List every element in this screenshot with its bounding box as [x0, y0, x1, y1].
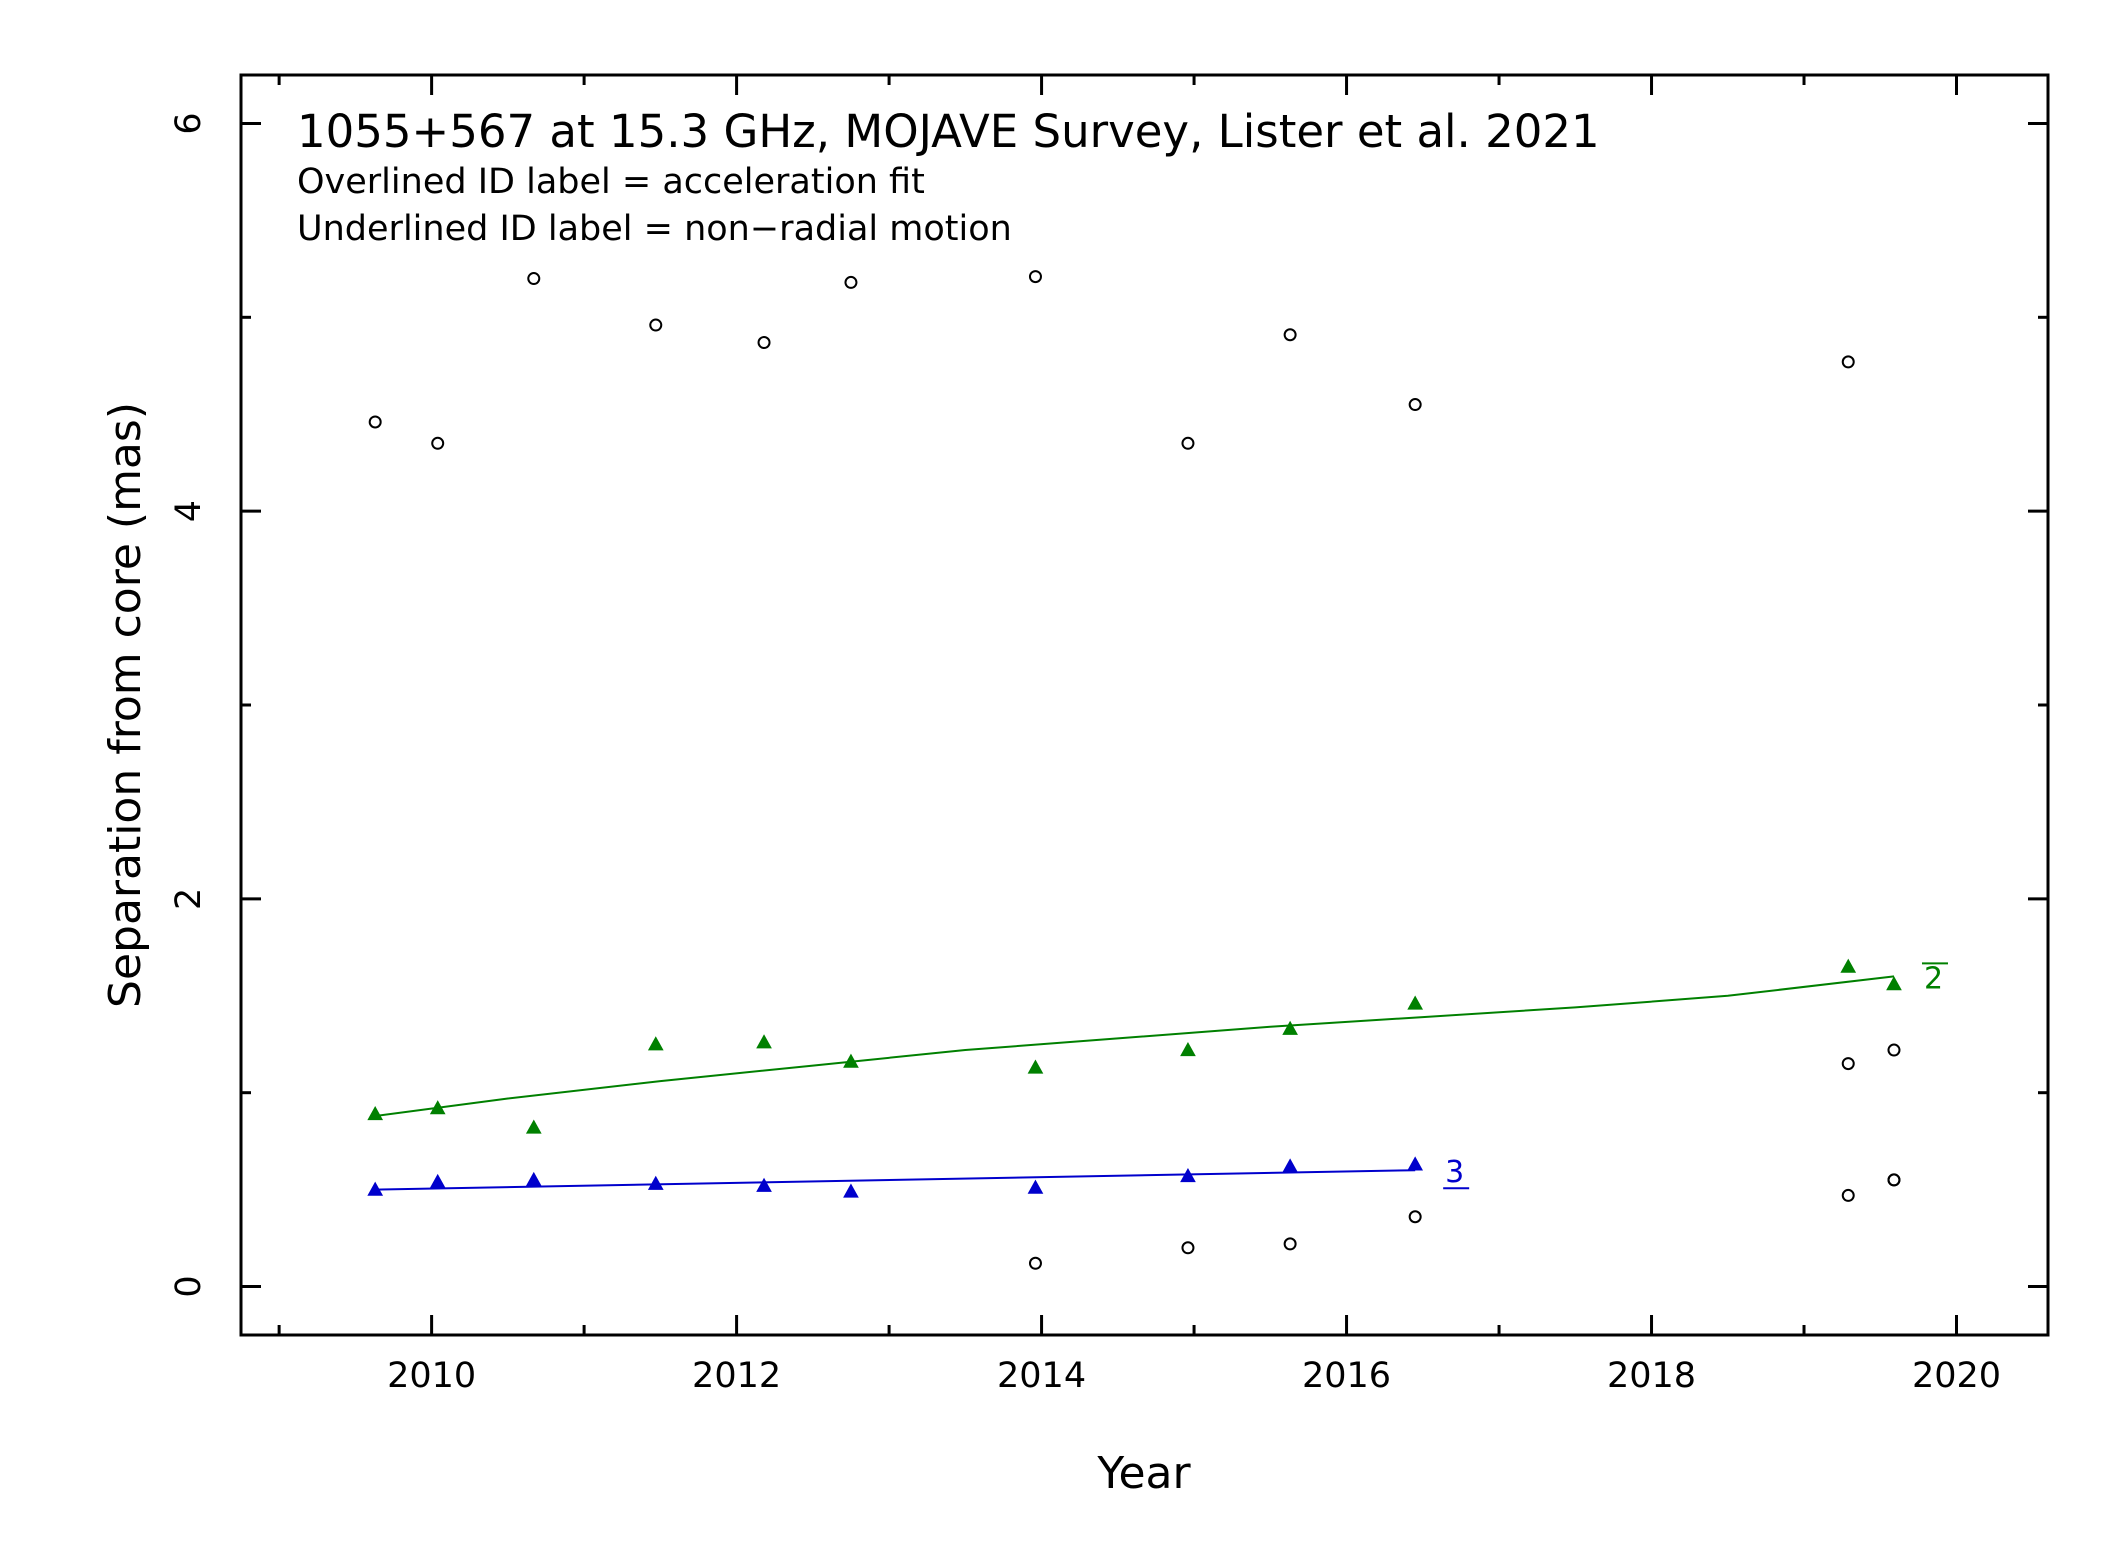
point-unidentified: [527, 272, 541, 286]
x-tick-label: 2010: [387, 1356, 476, 1396]
point-unidentified: [1841, 1188, 1855, 1202]
x-tick-label: 2014: [997, 1356, 1086, 1396]
y-axis-label: Separation from core (mas): [100, 402, 151, 1008]
point-component-2: [1180, 1042, 1196, 1057]
fit-line-component-3: [375, 1169, 1416, 1191]
x-tick-label: 2012: [692, 1356, 781, 1396]
point-component-3: [367, 1181, 384, 1196]
point-unidentified: [1181, 1241, 1195, 1255]
x-axis-label: Year: [1096, 1448, 1191, 1499]
y-tick-label: 0: [169, 1275, 209, 1297]
point-unidentified: [1841, 1057, 1855, 1071]
series-labels: 23: [1443, 961, 1948, 1190]
point-component-3: [1180, 1168, 1196, 1183]
point-unidentified: [368, 415, 382, 429]
point-component-2: [429, 1100, 446, 1115]
chart-note-nonradial: Underlined ID label = non−radial motion: [297, 209, 1012, 249]
point-component-3: [843, 1183, 859, 1198]
point-component-2: [367, 1105, 384, 1121]
point-unidentified: [1181, 436, 1195, 450]
point-unidentified: [649, 318, 663, 332]
axis-ticks: [241, 75, 2048, 1335]
point-unidentified: [1887, 1043, 1901, 1057]
point-unidentified: [1028, 1256, 1042, 1270]
point-component-2: [756, 1034, 772, 1049]
point-component-3: [429, 1173, 446, 1188]
point-component-3: [1407, 1156, 1424, 1171]
point-component-2: [1840, 958, 1857, 973]
point-component-2: [525, 1119, 542, 1134]
series-label-2: 2: [1924, 961, 1943, 996]
x-tick-label: 2018: [1607, 1356, 1696, 1396]
y-tick-label: 2: [169, 888, 209, 910]
point-unidentified: [1408, 1210, 1422, 1224]
point-component-3: [525, 1171, 542, 1187]
point-component-2: [647, 1036, 664, 1051]
point-unidentified: [1028, 270, 1042, 284]
point-component-3: [647, 1175, 664, 1190]
point-component-2: [1027, 1059, 1044, 1074]
point-unidentified: [1408, 398, 1422, 412]
point-unidentified: [1887, 1173, 1901, 1187]
y-tick-label: 4: [169, 500, 209, 522]
point-unidentified: [1283, 328, 1297, 342]
x-tick-label: 2020: [1912, 1356, 2001, 1396]
point-unidentified: [1283, 1237, 1297, 1251]
chart-title: 1055+567 at 15.3 GHz, MOJAVE Survey, Lis…: [297, 105, 1600, 158]
point-unidentified: [844, 275, 858, 289]
point-unidentified: [431, 436, 445, 450]
point-component-3: [756, 1177, 772, 1192]
point-component-2: [1282, 1020, 1298, 1035]
point-unidentified: [1841, 355, 1855, 369]
data-points: [367, 270, 1902, 1270]
chart-note-acceleration: Overlined ID label = acceleration fit: [297, 162, 925, 202]
point-unidentified: [757, 336, 771, 350]
point-component-2: [1407, 995, 1424, 1010]
series-label-3: 3: [1445, 1155, 1464, 1190]
axis-tick-labels: 2010 2012 2014 2016 2018 2020 0 2 4 6: [169, 112, 2001, 1396]
x-tick-label: 2016: [1302, 1356, 1391, 1396]
point-component-3: [1027, 1179, 1044, 1194]
point-component-2: [843, 1053, 859, 1068]
fit-line-component-2: [375, 975, 1895, 1117]
point-component-3: [1282, 1158, 1298, 1173]
y-tick-label: 6: [169, 112, 209, 134]
fit-lines: [375, 975, 1895, 1191]
point-component-2: [1886, 976, 1902, 991]
